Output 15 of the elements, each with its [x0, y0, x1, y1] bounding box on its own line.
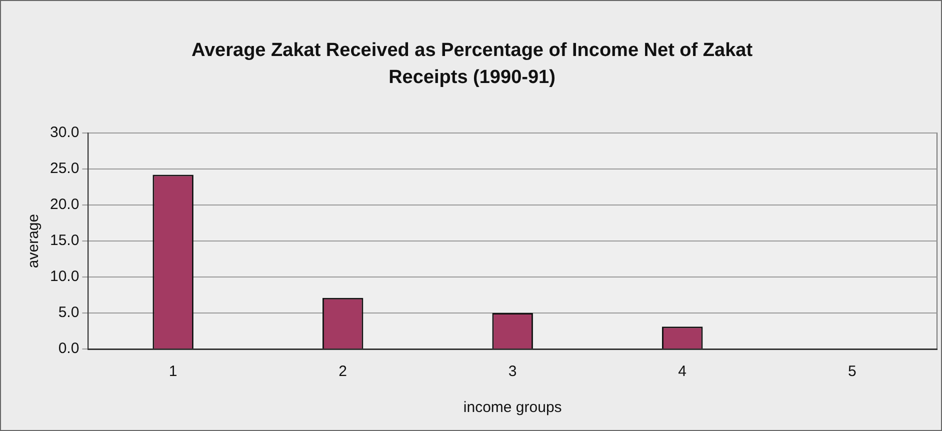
y-tick-label: 5.0: [58, 304, 80, 322]
x-tick-label: 5: [848, 363, 856, 380]
chart-title: Average Zakat Received as Percentage of Income Net of Zakat Receipts (1990-91): [190, 39, 754, 90]
y-tick-label: 30.0: [50, 124, 80, 142]
y-tick-label: 0.0: [58, 340, 80, 358]
y-axis-title: average: [25, 214, 42, 268]
x-tick-label: 4: [678, 363, 687, 380]
x-tick-label: 2: [338, 363, 348, 380]
y-tick-label: 25.0: [50, 160, 80, 178]
x-axis-title: income groups: [463, 399, 562, 416]
x-tick-label: 3: [508, 363, 517, 380]
y-tick-label: 20.0: [50, 196, 80, 214]
x-tick-label: 1: [168, 363, 178, 380]
y-tick-label: 15.0: [50, 232, 80, 250]
y-tick-label: 10.0: [50, 268, 80, 286]
